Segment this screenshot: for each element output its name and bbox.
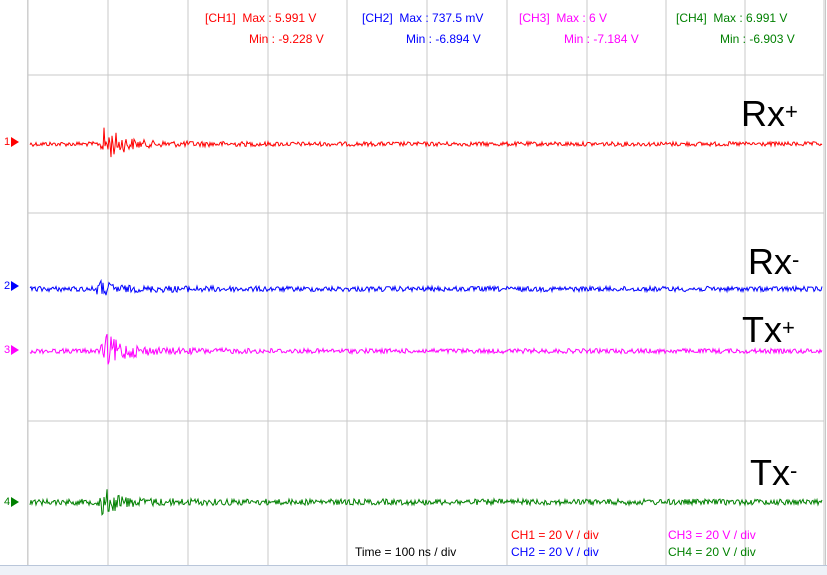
ch2-marker[interactable]: 2	[4, 280, 20, 292]
ch3-min: Min : -7.184 V	[564, 32, 639, 46]
rx-minus-polarity: -	[792, 247, 800, 272]
ch4-max: Max : 6.991 V	[713, 11, 788, 25]
waveform-traces	[29, 127, 823, 516]
ch1-max: Max : 5.991 V	[242, 11, 317, 25]
ch2-max: Max : 737.5 mV	[399, 11, 484, 25]
rx-plus-polarity: +	[785, 99, 798, 124]
graticule-grid	[27, 0, 825, 565]
ch3-waveform	[29, 333, 823, 365]
ch4-marker-number: 4	[4, 496, 11, 508]
bottom-scrollbar[interactable]	[0, 565, 827, 575]
ch1-max-readout: [CH1] Max : 5.991 V	[205, 11, 316, 25]
ch1-tag: [CH1]	[205, 11, 236, 25]
ch2-min: Min : -6.894 V	[406, 32, 481, 46]
ch3-tag: [CH3]	[519, 11, 550, 25]
ch4-scale: CH4 = 20 V / div	[668, 545, 756, 559]
ch2-marker-arrow-icon	[11, 281, 20, 292]
ch3-marker[interactable]: 3	[4, 344, 20, 356]
ch2-waveform	[29, 278, 823, 296]
ch4-waveform	[29, 489, 823, 516]
ch4-min: Min : -6.903 V	[720, 32, 795, 46]
ch3-marker-number: 3	[4, 344, 11, 356]
rx-minus-label: Rx-	[748, 244, 799, 280]
timebase-readout: Time = 100 ns / div	[355, 545, 457, 559]
tx-plus-label: Tx+	[742, 312, 795, 348]
ch2-tag: [CH2]	[362, 11, 393, 25]
ch2-scale: CH2 = 20 V / div	[511, 545, 599, 559]
ch4-marker[interactable]: 4	[4, 496, 20, 508]
tx-plus-polarity: +	[782, 315, 795, 340]
rx-plus-name: Rx	[741, 93, 785, 134]
tx-plus-name: Tx	[742, 309, 782, 350]
ch4-max-readout: [CH4] Max : 6.991 V	[676, 11, 787, 25]
ch2-max-readout: [CH2] Max : 737.5 mV	[362, 11, 483, 25]
tx-minus-label: Tx-	[750, 455, 797, 491]
ch3-max: Max : 6 V	[556, 11, 608, 25]
ch4-tag: [CH4]	[676, 11, 707, 25]
ch2-marker-number: 2	[4, 280, 11, 292]
ch1-marker-number: 1	[4, 136, 11, 148]
ch4-marker-arrow-icon	[11, 497, 20, 508]
ch1-marker[interactable]: 1	[4, 136, 20, 148]
ch3-max-readout: [CH3] Max : 6 V	[519, 11, 607, 25]
rx-plus-label: Rx+	[741, 96, 798, 132]
ch1-marker-arrow-icon	[11, 137, 20, 148]
rx-minus-name: Rx	[748, 241, 792, 282]
tx-minus-polarity: -	[790, 458, 798, 483]
ch1-waveform	[29, 127, 823, 158]
tx-minus-name: Tx	[750, 452, 790, 493]
ch3-scale: CH3 = 20 V / div	[668, 528, 756, 542]
ch1-min: Min : -9.228 V	[249, 32, 324, 46]
ch1-scale: CH1 = 20 V / div	[511, 528, 599, 542]
ch3-marker-arrow-icon	[11, 345, 20, 356]
